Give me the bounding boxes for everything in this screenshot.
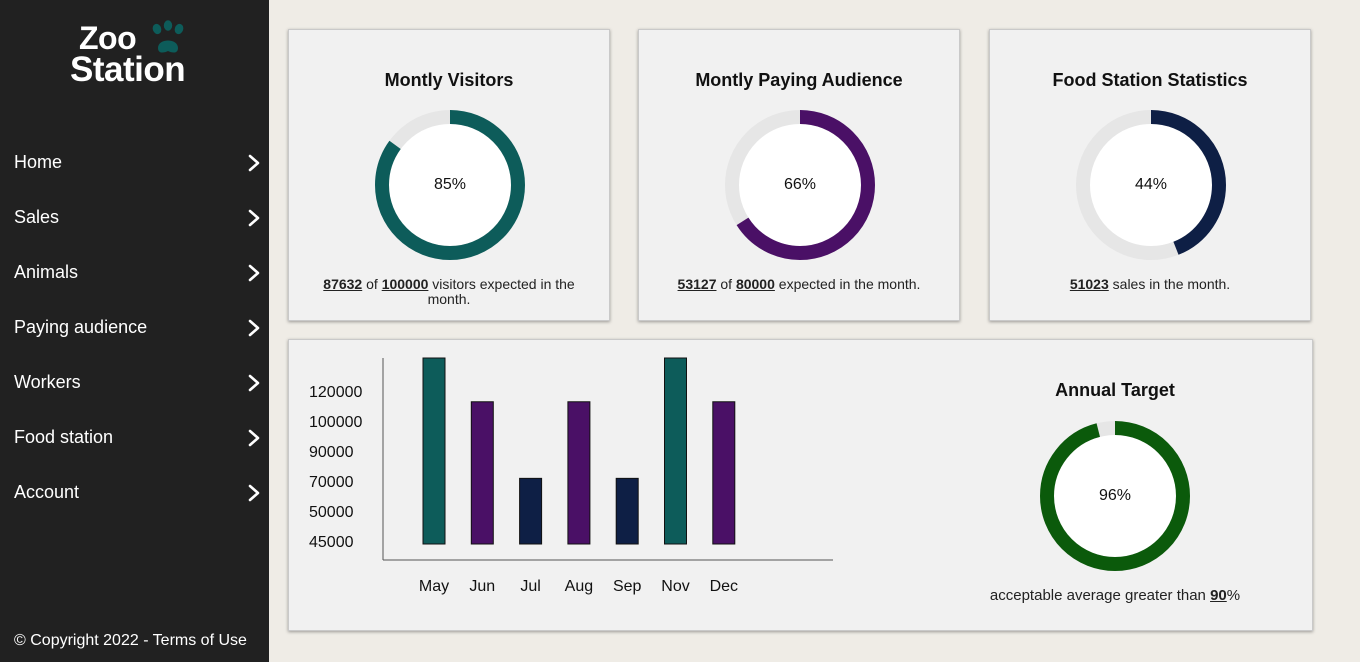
sidebar-item-home[interactable]: Home — [0, 135, 269, 190]
chevron-right-icon — [248, 429, 260, 447]
paying-card: Montly Paying Audience 66% 53127 of 8000… — [638, 29, 960, 321]
bar-sep — [615, 477, 639, 545]
sidebar-item-food-station[interactable]: Food station — [0, 410, 269, 465]
paying-progress-arc — [725, 110, 875, 260]
sidebar-item-label: Account — [14, 482, 80, 502]
y-tick-label: 100000 — [309, 414, 362, 431]
bar-dec — [712, 401, 736, 545]
food-suffix: sales in the month. — [1112, 276, 1231, 292]
annual-percent: 96% — [1098, 487, 1132, 504]
food-donut: 44% — [1074, 108, 1228, 262]
visitors-suffix: visitors expected in the month. — [427, 276, 575, 307]
visitors-value: 87632 — [323, 276, 363, 292]
x-tick-label: Nov — [661, 578, 689, 595]
logo[interactable]: Zoo Station — [70, 20, 200, 90]
food-card: Food Station Statistics 44% 51023 sales … — [989, 29, 1311, 321]
sidebar-nav: Home Sales Animals Paying audience Worke… — [0, 135, 269, 520]
y-tick-label: 70000 — [309, 474, 354, 491]
food-donut-graphic — [1076, 110, 1226, 260]
chevron-right-icon — [248, 154, 260, 172]
sidebar-item-paying-audience[interactable]: Paying audience — [0, 300, 269, 355]
paying-value: 53127 — [677, 276, 717, 292]
bar-may — [422, 357, 446, 545]
copyright-text[interactable]: © Copyright 2022 - Terms of Use — [14, 632, 247, 649]
paying-total: 80000 — [735, 276, 775, 292]
paying-title: Montly Paying Audience — [695, 70, 903, 90]
bar-nov — [664, 357, 687, 545]
sidebar-item-label: Food station — [14, 427, 114, 447]
visitors-total: 100000 — [381, 276, 429, 292]
visitors-donut: 85% — [373, 108, 527, 262]
y-tick-label: 50000 — [309, 504, 354, 521]
visitors-of: of — [366, 276, 378, 292]
annual-prefix: acceptable average greater than — [989, 587, 1206, 604]
annual-donut-graphic — [1040, 421, 1190, 571]
annual-threshold: 90 — [1210, 587, 1227, 604]
sidebar-item-label: Animals — [14, 262, 79, 282]
chevron-right-icon — [248, 484, 260, 502]
paying-donut-graphic — [725, 110, 875, 260]
food-percent: 44% — [1134, 176, 1168, 193]
annual-donut: 96% — [1038, 419, 1192, 573]
paying-caption: 53127 of 80000 expected in the month. — [639, 277, 959, 292]
sidebar-item-label: Paying audience — [14, 317, 148, 337]
sidebar-item-workers[interactable]: Workers — [0, 355, 269, 410]
chevron-right-icon — [248, 264, 260, 282]
logo-line1: Zoo — [79, 20, 137, 56]
y-tick-label: 45000 — [309, 534, 354, 551]
paw-icon — [152, 20, 184, 53]
paying-donut: 66% — [723, 108, 877, 262]
visitors-donut-graphic — [375, 110, 525, 260]
sidebar: Zoo Station Home Sales Animals Paying au… — [0, 0, 269, 662]
food-title: Food Station Statistics — [1052, 70, 1248, 90]
visitors-percent: 85% — [433, 176, 467, 193]
annual-title: Annual Target — [1055, 380, 1175, 400]
sidebar-item-label: Home — [14, 152, 63, 172]
sidebar-item-animals[interactable]: Animals — [0, 245, 269, 300]
annual-caption: acceptable average greater than 90% — [915, 588, 1315, 603]
annual-unit: % — [1226, 587, 1241, 604]
visitors-caption: 87632 of 100000 visitors expected in the… — [289, 277, 609, 307]
y-tick-label: 90000 — [309, 444, 354, 461]
logo-line2: Station — [70, 50, 186, 89]
paying-suffix: expected in the month. — [778, 276, 921, 292]
sidebar-item-label: Sales — [14, 207, 60, 227]
x-tick-label: May — [419, 578, 449, 595]
x-tick-label: Dec — [710, 578, 738, 595]
x-tick-label: Jul — [520, 578, 540, 595]
bar-aug — [567, 401, 591, 545]
x-tick-label: Aug — [565, 578, 593, 595]
visitors-card: Montly Visitors 85% 87632 of 100000 visi… — [288, 29, 610, 321]
sidebar-item-sales[interactable]: Sales — [0, 190, 269, 245]
sidebar-item-label: Workers — [14, 372, 81, 392]
sidebar-item-account[interactable]: Account — [0, 465, 269, 520]
visitors-title: Montly Visitors — [384, 70, 514, 90]
x-tick-label: Sep — [613, 578, 642, 595]
chevron-right-icon — [248, 374, 260, 392]
annual-card: 120000 100000 90000 70000 50000 45000 May Jun Ju… — [288, 339, 1313, 631]
paying-of: of — [720, 276, 733, 292]
monthly-bar-chart: 120000 100000 90000 70000 50000 45000 May Jun Ju… — [309, 357, 833, 595]
annual-progress-arc — [1040, 421, 1190, 571]
food-caption: 51023 sales in the month. — [990, 277, 1310, 292]
paying-percent: 66% — [783, 176, 817, 193]
x-tick-label: Jun — [469, 578, 495, 595]
visitors-progress-arc — [375, 110, 525, 260]
bar-jul — [519, 477, 543, 545]
chevron-right-icon — [248, 209, 260, 227]
y-tick-label: 120000 — [309, 384, 362, 401]
bar-jun — [470, 401, 494, 545]
food-value: 51023 — [1069, 276, 1109, 292]
chevron-right-icon — [248, 319, 260, 337]
food-progress-arc — [1076, 110, 1226, 260]
